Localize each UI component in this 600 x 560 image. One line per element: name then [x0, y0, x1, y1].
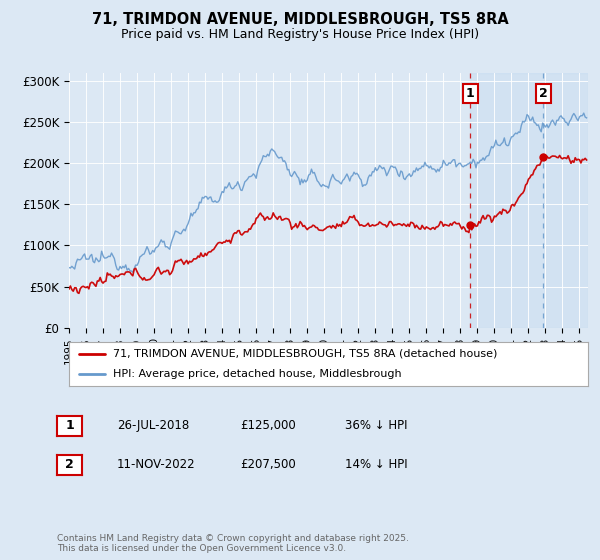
Text: 2: 2	[65, 458, 74, 472]
Text: 11-NOV-2022: 11-NOV-2022	[117, 458, 196, 472]
Text: Price paid vs. HM Land Registry's House Price Index (HPI): Price paid vs. HM Land Registry's House …	[121, 28, 479, 41]
Text: Contains HM Land Registry data © Crown copyright and database right 2025.
This d: Contains HM Land Registry data © Crown c…	[57, 534, 409, 553]
Text: 71, TRIMDON AVENUE, MIDDLESBROUGH, TS5 8RA: 71, TRIMDON AVENUE, MIDDLESBROUGH, TS5 8…	[92, 12, 508, 27]
Text: £125,000: £125,000	[240, 419, 296, 432]
Bar	[470, 73, 588, 328]
Text: HPI: Average price, detached house, Middlesbrough: HPI: Average price, detached house, Midd…	[113, 369, 402, 379]
Text: 2: 2	[539, 87, 547, 100]
Text: 1: 1	[466, 87, 475, 100]
Text: 26-JUL-2018: 26-JUL-2018	[117, 419, 189, 432]
Text: 14% ↓ HPI: 14% ↓ HPI	[345, 458, 407, 472]
Text: £207,500: £207,500	[240, 458, 296, 472]
Text: 1: 1	[65, 419, 74, 432]
Text: 36% ↓ HPI: 36% ↓ HPI	[345, 419, 407, 432]
Text: 71, TRIMDON AVENUE, MIDDLESBROUGH, TS5 8RA (detached house): 71, TRIMDON AVENUE, MIDDLESBROUGH, TS5 8…	[113, 349, 497, 359]
